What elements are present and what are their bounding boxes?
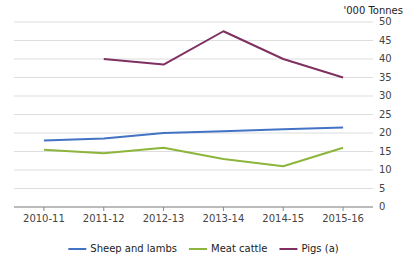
legend-label: Pigs (a) <box>301 243 338 254</box>
lines <box>44 31 343 166</box>
x-tick-label: 2012-13 <box>143 213 185 224</box>
y-tick-label: 0 <box>379 201 385 212</box>
y-tick-label: 40 <box>379 53 392 64</box>
y-tick-label: 35 <box>379 72 392 83</box>
y-tick-label: 10 <box>379 164 392 175</box>
grid <box>14 22 373 207</box>
series-line <box>44 127 343 140</box>
y-tick-label: 20 <box>379 127 392 138</box>
x-tick <box>103 207 104 211</box>
legend-item: Pigs (a) <box>279 243 338 254</box>
x-axis: 2010-11 2011-12 2012-13 2013-14 2014-15 2015-… <box>14 207 373 224</box>
y-tick-label: 25 <box>379 109 392 120</box>
x-tick-label: 2014-15 <box>262 213 304 224</box>
legend-swatch <box>189 248 207 250</box>
y-tick-label: 15 <box>379 146 392 157</box>
y-tick-label: 30 <box>379 90 392 101</box>
x-tick <box>223 207 224 211</box>
grid-line <box>14 188 373 189</box>
x-tick-label: 2010-11 <box>23 213 65 224</box>
grid-line <box>14 207 373 208</box>
legend: Sheep and lambs Meat cattle Pigs (a) <box>68 243 338 254</box>
y-tick-label: 50 <box>379 16 392 27</box>
x-tick-label: 2011-12 <box>83 213 125 224</box>
legend-item: Meat cattle <box>189 243 267 254</box>
series-line <box>44 148 343 167</box>
x-tick-label: 2015-16 <box>322 213 364 224</box>
grid-line <box>14 59 373 60</box>
x-tick <box>343 207 344 211</box>
series-line <box>104 31 343 77</box>
chart: 05101520253035404550'000 Tonnes2010-1120… <box>0 0 407 259</box>
grid-line <box>14 22 373 23</box>
legend-item: Sheep and lambs <box>68 243 177 254</box>
legend-label: Meat cattle <box>211 243 267 254</box>
y-axis: 0 5 10 15 20 25 30 35 40 45 50 <box>379 16 392 212</box>
legend-label: Sheep and lambs <box>90 243 177 254</box>
legend-swatch <box>279 248 297 250</box>
y-axis-label: '000 Tonnes <box>343 5 403 16</box>
y-tick-label: 5 <box>379 183 385 194</box>
grid-line <box>14 114 373 115</box>
x-tick <box>163 207 164 211</box>
grid-line <box>14 170 373 171</box>
x-axis-line <box>14 207 373 208</box>
x-tick <box>43 207 44 211</box>
grid-line <box>14 77 373 78</box>
grid-line <box>14 96 373 97</box>
legend-swatch <box>68 248 86 250</box>
grid-line <box>14 40 373 41</box>
x-tick <box>283 207 284 211</box>
y-tick-label: 45 <box>379 35 392 46</box>
x-tick-label: 2013-14 <box>203 213 245 224</box>
